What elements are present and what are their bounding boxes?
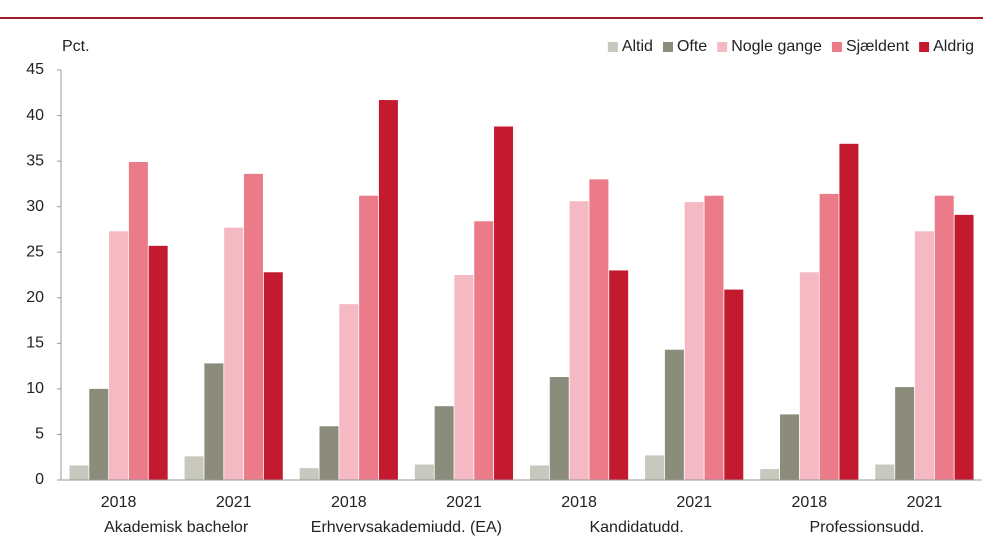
group-label: Professionsudd.: [810, 519, 925, 536]
legend-swatch: [919, 42, 930, 52]
bar: [569, 201, 589, 480]
group-label: Akademisk bachelor: [104, 519, 249, 536]
bar: [148, 245, 168, 480]
bar: [184, 456, 204, 480]
bar: [319, 426, 339, 480]
bar: [875, 464, 895, 480]
bar: [780, 414, 800, 480]
bar: [895, 387, 915, 480]
bar: [69, 465, 89, 480]
bar: [589, 179, 609, 481]
group-label: Erhvervsakademiudd. (EA): [311, 519, 502, 536]
bar: [760, 469, 780, 480]
bar: [128, 162, 148, 480]
x-tick-label: 2018: [101, 494, 137, 511]
bar: [454, 275, 474, 480]
bar: [378, 100, 398, 481]
bar: [684, 202, 704, 480]
y-tick-label: 20: [26, 289, 44, 306]
x-tick-label: 2018: [792, 494, 828, 511]
bar: [339, 304, 359, 480]
legend-swatch: [831, 42, 842, 52]
bar: [263, 272, 283, 480]
legend-label: Nogle gange: [731, 38, 822, 55]
y-tick-label: 0: [35, 471, 44, 488]
y-tick-label: 5: [35, 426, 44, 443]
bar: [434, 406, 454, 480]
bar: [645, 455, 665, 480]
x-tick-label: 2021: [907, 494, 943, 511]
bar: [664, 349, 684, 480]
bar: [954, 214, 974, 480]
legend-swatch: [717, 42, 728, 52]
bar: [819, 193, 839, 480]
legend-label: Ofte: [677, 38, 707, 55]
bar: [359, 195, 379, 480]
bar: [243, 173, 263, 480]
bar: [799, 272, 819, 480]
y-tick-label: 45: [26, 61, 44, 78]
legend-swatch: [662, 42, 673, 52]
y-axis-label: Pct.: [62, 38, 90, 55]
bar: [89, 388, 109, 480]
y-tick-label: 25: [26, 243, 44, 260]
bar: [494, 126, 514, 480]
x-tick-label: 2018: [331, 494, 367, 511]
bar: [224, 227, 244, 480]
bar: [914, 231, 934, 480]
bar: [414, 464, 434, 480]
bar: [724, 289, 744, 480]
legend-label: Sjældent: [846, 38, 910, 55]
legend-label: Aldrig: [933, 38, 974, 55]
group-label: Kandidatudd.: [589, 519, 683, 536]
legend-swatch: [607, 42, 618, 52]
bar: [549, 377, 569, 480]
y-tick-label: 30: [26, 198, 44, 215]
bar: [609, 270, 629, 480]
bar: [204, 363, 224, 480]
bar: [529, 465, 549, 480]
y-tick-label: 40: [26, 107, 44, 124]
x-tick-label: 2021: [216, 494, 252, 511]
x-tick-label: 2018: [561, 494, 597, 511]
bar: [109, 231, 129, 480]
y-tick-label: 35: [26, 152, 44, 169]
y-tick-label: 10: [26, 380, 44, 397]
bar: [299, 468, 319, 480]
x-tick-label: 2021: [676, 494, 712, 511]
x-tick-label: 2021: [446, 494, 482, 511]
bar: [474, 221, 494, 480]
y-tick-label: 15: [26, 335, 44, 352]
bar: [704, 195, 724, 480]
legend-label: Altid: [622, 38, 653, 55]
bar: [839, 143, 859, 481]
bar: [934, 195, 954, 480]
